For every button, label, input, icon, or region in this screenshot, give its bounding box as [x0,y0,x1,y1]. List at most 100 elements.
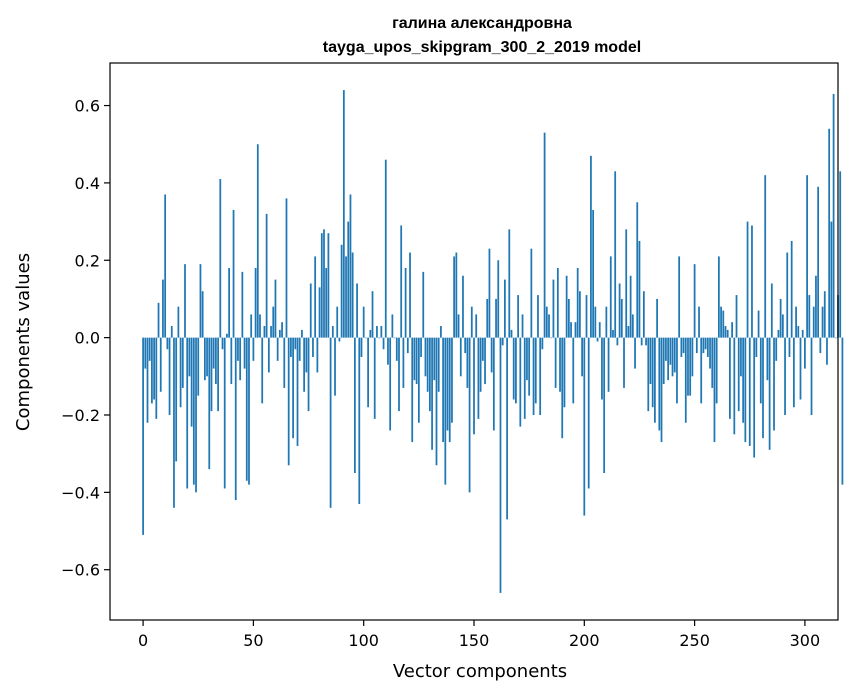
bar-5 [153,337,155,400]
bar-91 [342,90,345,338]
bar-311 [828,128,831,338]
bar-200 [583,337,586,516]
bar-145 [462,275,464,338]
bar-117 [400,225,403,338]
bar-302 [808,295,811,338]
bar-312 [830,221,833,338]
y-tick-label: 0.4 [75,174,100,193]
bar-186 [552,279,555,338]
bar-155 [484,337,486,385]
bar-92 [345,256,347,338]
bar-173 [523,337,526,419]
bar-260 [715,337,718,404]
bar-150 [473,337,475,435]
bar-4 [151,337,153,404]
bar-48 [248,337,250,485]
bar-270 [737,337,740,412]
bar-8 [159,337,162,392]
bar-33 [215,337,217,385]
bar-114 [393,337,396,339]
bar-101 [365,337,367,339]
bar-151 [475,314,478,338]
bar-305 [815,275,817,338]
bar-250 [693,264,696,338]
bar-309 [823,291,826,338]
bar-127 [422,271,425,338]
bar-280 [759,337,762,404]
bar-255 [704,337,707,350]
y-tick-label: 0.0 [75,329,100,348]
bar-68 [292,337,294,439]
bar-238 [667,337,670,381]
y-tick-label: 0.2 [75,251,100,270]
bar-301 [806,175,808,338]
bar-56 [265,213,268,338]
y-tick-label: −0.6 [61,561,100,580]
bar-178 [534,337,537,404]
bar-267 [731,322,733,338]
bar-284 [768,337,771,450]
bar-314 [834,337,837,339]
bar-190 [561,337,564,439]
bar-23 [192,337,195,485]
bar-49 [250,314,253,338]
bar-152 [477,337,480,419]
bar-234 [658,337,661,431]
bar-222 [631,314,634,338]
bar-282 [764,175,767,338]
bar-121 [409,252,411,338]
bar-181 [541,337,544,350]
bar-141 [453,256,456,338]
bar-227 [642,291,645,338]
bar-122 [411,337,414,443]
bar-120 [406,337,409,354]
bar-6 [155,337,158,419]
bar-293 [788,337,791,357]
bar-19 [184,264,186,338]
bar-140 [451,337,453,423]
bar-212 [609,256,612,338]
bar-292 [786,252,789,338]
bar-76 [309,283,312,338]
bar-0 [142,337,144,535]
bar-13 [170,326,173,338]
bar-165 [506,337,508,520]
bar-177 [532,337,535,415]
bar-126 [420,337,422,357]
bar-77 [312,337,314,357]
bar-87 [334,337,336,396]
bar-294 [790,240,793,338]
bar-16 [177,306,180,338]
bar-59 [272,306,275,338]
bar-99 [360,337,363,357]
bar-218 [623,337,625,388]
bar-241 [673,337,676,373]
bar-64 [283,337,286,388]
bar-259 [713,337,716,443]
bar-164 [504,279,506,338]
bar-62 [278,329,281,338]
bar-28 [203,337,206,381]
bar-278 [755,337,758,357]
bar-287 [775,337,778,361]
bar-36 [221,337,224,350]
bar-254 [702,337,705,354]
bar-74 [305,337,308,373]
bar-44 [239,337,242,381]
bar-317 [841,337,844,485]
bar-108 [380,326,383,338]
bar-132 [433,337,436,381]
bar-214 [614,171,617,338]
bar-266 [729,337,731,419]
bar-14 [173,337,175,508]
bar-193 [567,298,570,338]
bar-51 [254,268,257,338]
bar-134 [437,337,440,392]
bar-81 [320,233,323,338]
bar-285 [770,283,773,338]
bar-163 [501,337,504,346]
bar-201 [585,295,588,338]
bar-136 [442,337,444,443]
bar-9 [162,279,164,338]
